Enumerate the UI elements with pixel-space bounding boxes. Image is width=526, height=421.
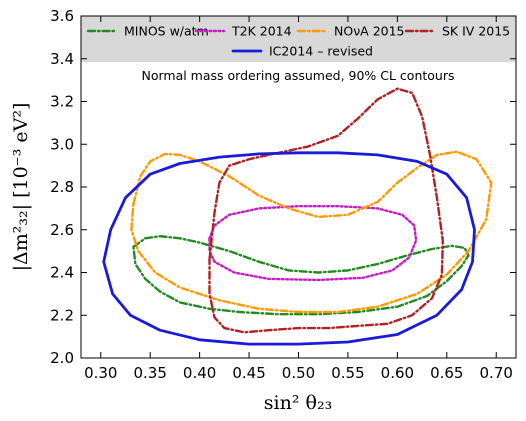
y-tick-label: 3.4 (50, 50, 74, 68)
contour-t2k-2014 (208, 205, 418, 282)
contour-ic2014-revised (102, 151, 476, 346)
ticks-layer: 0.30 0.35 0.40 0.45 0.50 0.55 0.60 0.65 0.70 2.0 2… (50, 7, 516, 382)
legend-label-sk-iv-2015: SK IV 2015 (442, 24, 510, 39)
x-tick-label: 0.30 (84, 364, 117, 382)
x-tick-label: 0.65 (430, 364, 463, 382)
legend-label-no-a-2015: NOνA 2015 (334, 24, 405, 39)
plot-background (81, 16, 516, 358)
contour-no-a-2015 (130, 150, 493, 314)
x-tick-label: 0.55 (331, 364, 364, 382)
x-tick-label: 0.35 (134, 364, 167, 382)
y-tick-label: 2.6 (50, 221, 74, 239)
x-axis-title: sin² θ₂₃ (264, 392, 332, 414)
legend-label-minos-w-atm: MINOS w/atm (124, 24, 209, 39)
legend-label-ic2014-revised: IC2014 – revised (269, 44, 373, 59)
y-axis-title: |Δm²₃₂| [10⁻³ eV²] (10, 103, 32, 272)
x-tick-label: 0.60 (381, 364, 414, 382)
y-tick-label: 3.2 (50, 93, 74, 111)
x-tick-label: 0.40 (183, 364, 216, 382)
y-tick-label: 2.8 (50, 178, 74, 196)
y-tick-label: 3.0 (50, 135, 74, 153)
annotation-note: Normal mass ordering assumed, 90% CL con… (141, 68, 454, 83)
x-tick-label: 0.50 (282, 364, 315, 382)
legend-label-t2k-2014: T2K 2014 (231, 24, 292, 39)
legend-band (81, 16, 516, 62)
plot-frame (80, 15, 517, 359)
y-tick-label: 2.2 (50, 306, 74, 324)
contour-minos-w-atm (132, 235, 470, 316)
y-tick-label: 2.0 (50, 349, 74, 367)
series-layer (102, 87, 493, 346)
y-tick-label: 3.6 (50, 7, 74, 25)
y-tick-label: 2.4 (50, 264, 74, 282)
legend: MINOS w/atm T2K 2014 NOνA 2015 SK IV 2015 IC… (86, 24, 510, 59)
x-tick-label: 0.45 (232, 364, 265, 382)
x-tick-label: 0.70 (480, 364, 513, 382)
